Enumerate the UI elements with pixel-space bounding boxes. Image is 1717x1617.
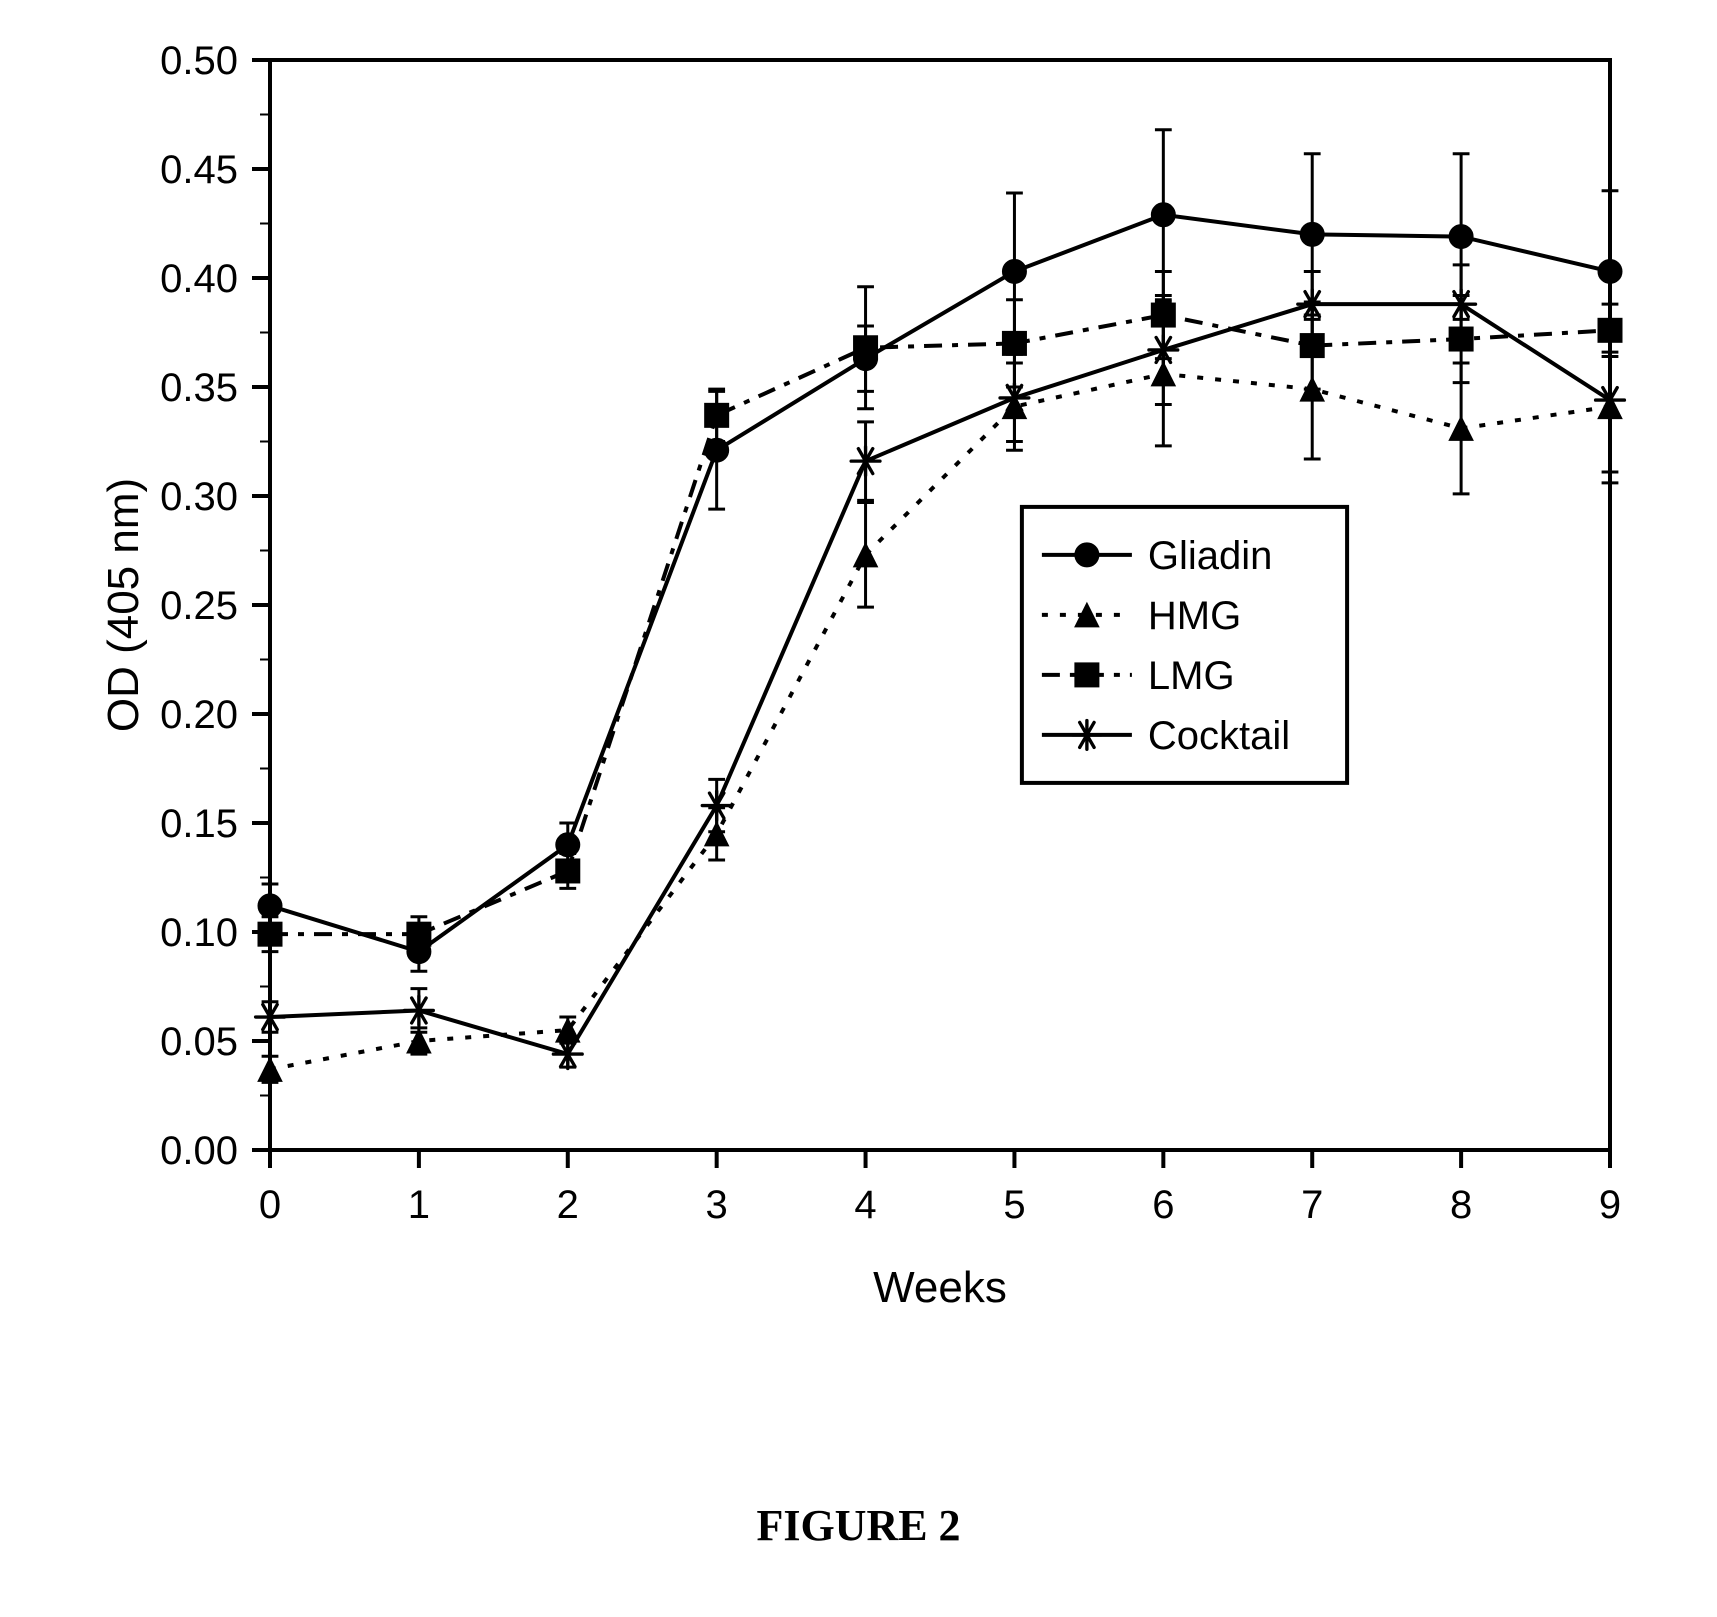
y-axis-label: OD (405 nm) <box>99 478 148 732</box>
series-line-hmg <box>270 374 1610 1069</box>
legend-label: Gliadin <box>1148 534 1273 578</box>
x-tick-label: 4 <box>854 1183 876 1227</box>
legend-label: Cocktail <box>1148 714 1290 758</box>
line-chart: 0 1 2 3 4 5 6 7 8 9 0.00 0.05 0.10 0.15 0.20 0.25 0.30 0.… <box>0 0 1717 1400</box>
series-markers-lmg <box>258 303 1622 946</box>
legend-label: HMG <box>1148 594 1241 638</box>
x-tick-label: 8 <box>1450 1183 1472 1227</box>
plot-frame <box>270 60 1610 1150</box>
x-tick-label: 1 <box>408 1183 430 1227</box>
figure-caption: FIGURE 2 <box>0 1500 1717 1551</box>
y-tick-label: 0.35 <box>160 366 238 410</box>
figure-container: 0 1 2 3 4 5 6 7 8 9 0.00 0.05 0.10 0.15 0.20 0.25 0.30 0.… <box>0 0 1717 1617</box>
errorbars-cocktail <box>262 265 1619 1067</box>
series-line-lmg <box>270 315 1610 934</box>
errorbars-hmg <box>262 302 1619 1082</box>
x-tick-label: 2 <box>557 1183 579 1227</box>
series-markers-cocktail <box>256 290 1625 1069</box>
errorbars-gliadin <box>262 130 1619 971</box>
y-tick-label: 0.15 <box>160 802 238 846</box>
y-tick-label: 0.05 <box>160 1020 238 1064</box>
x-tick-label: 5 <box>1003 1183 1025 1227</box>
x-tick-label: 3 <box>706 1183 728 1227</box>
x-tick-label: 7 <box>1301 1183 1323 1227</box>
y-tick-label: 0.25 <box>160 584 238 628</box>
x-axis-label: Weeks <box>873 1263 1007 1312</box>
y-tick-label: 0.45 <box>160 148 238 192</box>
series-markers-hmg <box>258 362 1622 1081</box>
series-line-gliadin <box>270 215 1610 952</box>
x-tick-label: 9 <box>1599 1183 1621 1227</box>
errorbars-lmg <box>262 271 1619 951</box>
y-tick-label: 0.20 <box>160 693 238 737</box>
x-tick-label: 0 <box>259 1183 281 1227</box>
y-tick-label: 0.50 <box>160 39 238 83</box>
y-tick-label: 0.00 <box>160 1129 238 1173</box>
legend-label: LMG <box>1148 654 1235 698</box>
y-tick-label: 0.10 <box>160 911 238 955</box>
legend: Gliadin HMG LMG Cocktail <box>1022 507 1347 783</box>
x-tick-label: 6 <box>1152 1183 1174 1227</box>
y-tick-label: 0.30 <box>160 475 238 519</box>
y-tick-label: 0.40 <box>160 257 238 301</box>
